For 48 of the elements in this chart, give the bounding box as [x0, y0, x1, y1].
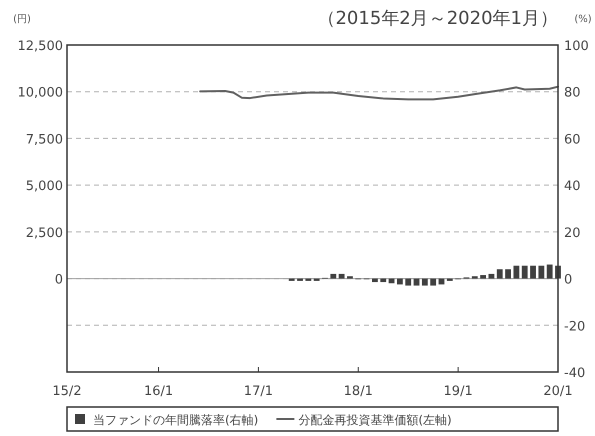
bar [380, 278, 386, 282]
x-tick-label: 17/1 [244, 384, 274, 399]
y2-tick-label: 80 [564, 86, 581, 101]
bar [372, 278, 378, 282]
y-tick-label: 10,000 [18, 86, 63, 101]
bar [438, 278, 444, 284]
bar [330, 274, 336, 279]
y2-axis-title: (%) [574, 14, 592, 25]
y2-tick-label: 60 [564, 132, 581, 148]
x-tick-label: 15/2 [52, 384, 82, 399]
bar [480, 275, 486, 279]
y-tick-label: 5,000 [26, 179, 63, 194]
y2-tick-label: 100 [564, 39, 589, 54]
bar [347, 276, 353, 279]
y-tick-label: 7,500 [26, 132, 63, 148]
bar [430, 278, 436, 286]
bar [388, 278, 394, 284]
bar [538, 266, 544, 279]
bar [496, 269, 503, 279]
bar [513, 266, 520, 279]
legend-label: 当ファンドの年間騰落率(右軸) [93, 413, 258, 427]
bar [422, 278, 428, 286]
y2-tick-label: 40 [564, 179, 581, 194]
y-tick-label: 12,500 [18, 39, 63, 54]
x-tick-label: 19/1 [444, 384, 473, 399]
x-tick-label: 16/1 [144, 384, 174, 399]
line-series [199, 86, 559, 100]
y2-tick-label: -20 [564, 319, 586, 334]
bar [546, 264, 553, 279]
bar [472, 276, 478, 279]
x-tick-label: 20/1 [543, 384, 573, 399]
x-tick-label: 18/1 [344, 384, 373, 399]
y-axis-title: (円) [13, 14, 31, 25]
bar [414, 278, 420, 286]
bar [488, 274, 494, 279]
bar [505, 269, 511, 279]
legend-label: 分配金再投資基準価額(左軸) [298, 413, 452, 427]
bar [338, 274, 345, 279]
y2-tick-label: -40 [564, 366, 586, 381]
bar [530, 266, 536, 279]
y-tick-label: 2,500 [26, 226, 63, 241]
bar [405, 278, 412, 286]
bar [522, 266, 528, 279]
y2-tick-label: 0 [564, 272, 572, 288]
chart-title: （2015年2月～2020年1月） [317, 8, 558, 29]
bar [396, 278, 403, 284]
y-tick-label: 0 [54, 272, 63, 288]
y2-tick-label: 20 [564, 226, 581, 241]
